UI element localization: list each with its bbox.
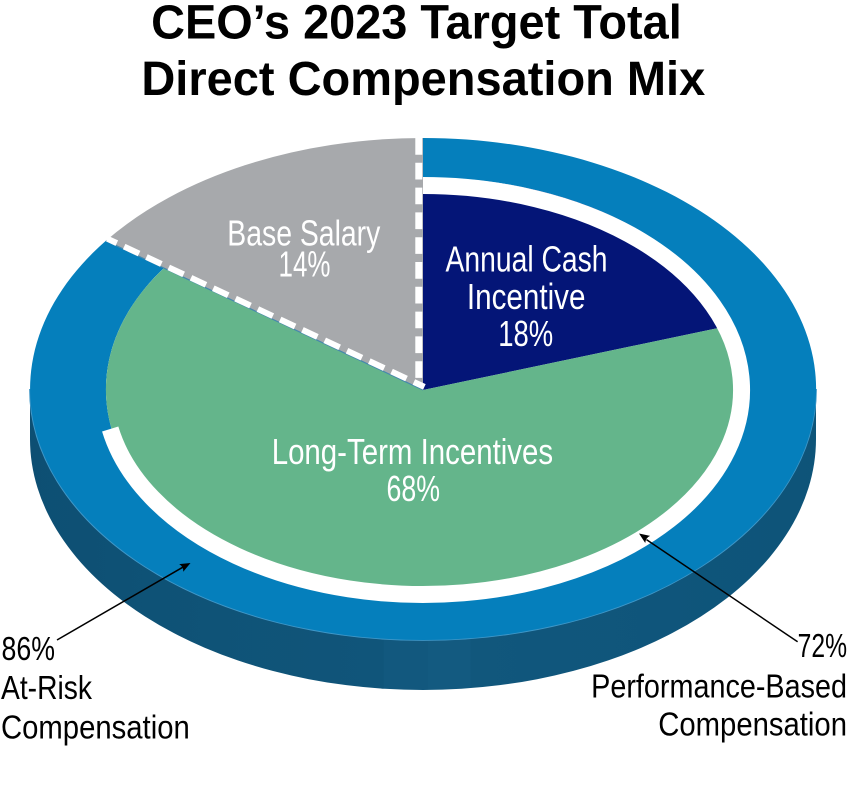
svg-text:Compensation: Compensation	[1, 709, 190, 746]
svg-text:Base Salary: Base Salary	[227, 213, 381, 253]
svg-text:CEO’s 2023 Target Total: CEO’s 2023 Target Total	[151, 0, 682, 50]
svg-text:14%: 14%	[279, 245, 331, 285]
svg-text:Performance-Based: Performance-Based	[591, 668, 847, 706]
svg-text:Incentive: Incentive	[467, 276, 586, 316]
svg-text:68%: 68%	[387, 468, 441, 509]
svg-text:Compensation: Compensation	[658, 706, 847, 743]
svg-text:18%: 18%	[498, 313, 553, 353]
svg-text:86%: 86%	[2, 631, 55, 667]
svg-text:Direct Compensation Mix: Direct Compensation Mix	[141, 53, 705, 107]
svg-text:Annual Cash: Annual Cash	[446, 239, 608, 279]
svg-text:At-Risk: At-Risk	[1, 669, 92, 707]
svg-text:72%: 72%	[798, 628, 847, 666]
svg-text:Long-Term Incentives: Long-Term Incentives	[272, 431, 553, 472]
